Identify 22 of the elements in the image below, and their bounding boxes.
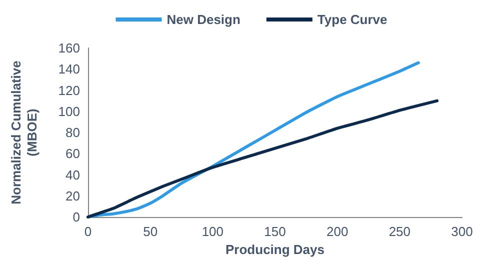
line-series bbox=[86, 61, 420, 218]
y-axis-title: Normalized Cumulative (MBOE) bbox=[8, 60, 40, 204]
y-tick-label: 80 bbox=[66, 125, 80, 140]
x-tick-label: 50 bbox=[143, 224, 158, 239]
x-tick-label: 250 bbox=[388, 224, 411, 239]
x-tick-label: 200 bbox=[326, 224, 348, 239]
y-tick-label: 140 bbox=[58, 62, 80, 77]
line-series bbox=[86, 99, 439, 218]
x-tick-label: 150 bbox=[264, 224, 286, 239]
y-tick-label: 120 bbox=[58, 82, 80, 98]
x-tick-label: 300 bbox=[451, 224, 473, 239]
y-tick-label: 60 bbox=[66, 146, 80, 162]
y-tick-label: 40 bbox=[66, 167, 80, 182]
y-tick-label: 0 bbox=[72, 210, 80, 224]
y-tick-label: 160 bbox=[58, 40, 80, 56]
x-axis-title: Producing Days bbox=[226, 242, 324, 257]
x-tick-label: 0 bbox=[84, 224, 92, 239]
legend-label: Type Curve bbox=[317, 12, 388, 27]
y-tick-label: 20 bbox=[66, 188, 80, 204]
legend-label: New Design bbox=[166, 12, 240, 27]
y-tick-label: 100 bbox=[58, 104, 80, 119]
x-tick-label: 100 bbox=[202, 224, 224, 239]
